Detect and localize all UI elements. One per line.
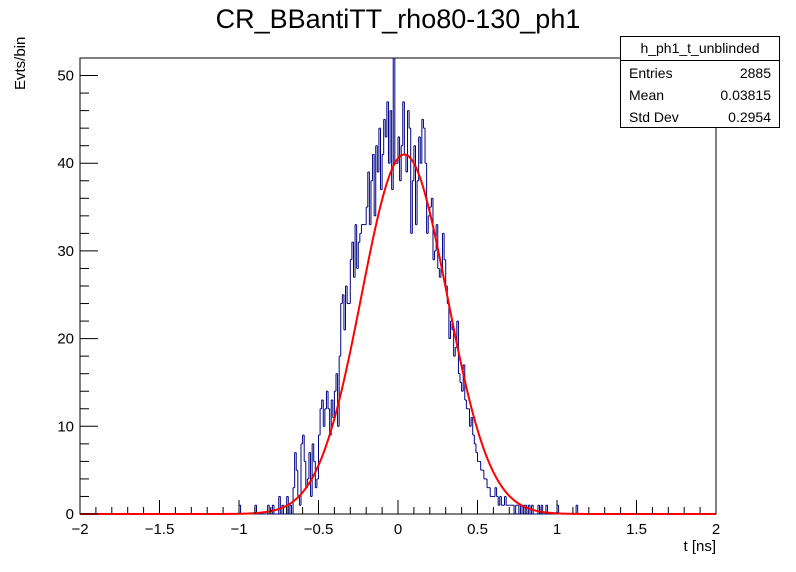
stats-entries-value: 2885: [739, 65, 771, 81]
x-axis-label: t [ns]: [683, 538, 716, 555]
x-tick-label: 2: [712, 521, 720, 538]
y-tick-label: 10: [57, 418, 74, 435]
x-axis: −2 −1.5 −1 −0.5 0 0.5 1 1.5 2: [71, 500, 720, 538]
y-axis-label: Evts/bin: [12, 36, 29, 90]
x-tick-label: 1.5: [626, 521, 647, 538]
y-axis: 0 10 20 30 40 50: [57, 57, 98, 523]
y-tick-label: 20: [57, 331, 74, 348]
stats-mean-value: 0.03815: [720, 87, 771, 103]
x-tick-label: 0: [394, 521, 402, 538]
stats-stddev-value: 0.2954: [728, 109, 771, 125]
stats-mean-row: Mean 0.03815: [621, 83, 779, 105]
y-tick-label: 50: [57, 68, 74, 85]
chart-title: CR_BBantiTT_rho80-130_ph1: [215, 4, 581, 34]
x-tick-label: 1: [553, 521, 561, 538]
x-tick-label: −0.5: [304, 521, 334, 538]
stats-box: h_ph1_t_unblinded Entries 2885 Mean 0.03…: [620, 36, 780, 128]
x-tick-label: −1: [230, 521, 247, 538]
stats-mean-label: Mean: [629, 87, 665, 103]
y-tick-label: 40: [57, 155, 74, 172]
fit-curve-group: [80, 153, 716, 515]
stats-stddev-label: Std Dev: [629, 109, 679, 125]
stats-stddev-row: Std Dev 0.2954: [621, 105, 779, 127]
y-tick-label: 30: [57, 243, 74, 260]
x-tick-label: −1.5: [145, 521, 175, 538]
x-tick-label: −2: [71, 521, 88, 538]
fit-curve: [80, 153, 716, 515]
x-tick-label: 0.5: [467, 521, 488, 538]
y-tick-label: 0: [66, 506, 74, 523]
stats-entries-label: Entries: [629, 65, 673, 81]
stats-entries-row: Entries 2885: [621, 61, 779, 83]
histogram-bins: [80, 57, 716, 515]
stats-box-title: h_ph1_t_unblinded: [621, 37, 779, 61]
